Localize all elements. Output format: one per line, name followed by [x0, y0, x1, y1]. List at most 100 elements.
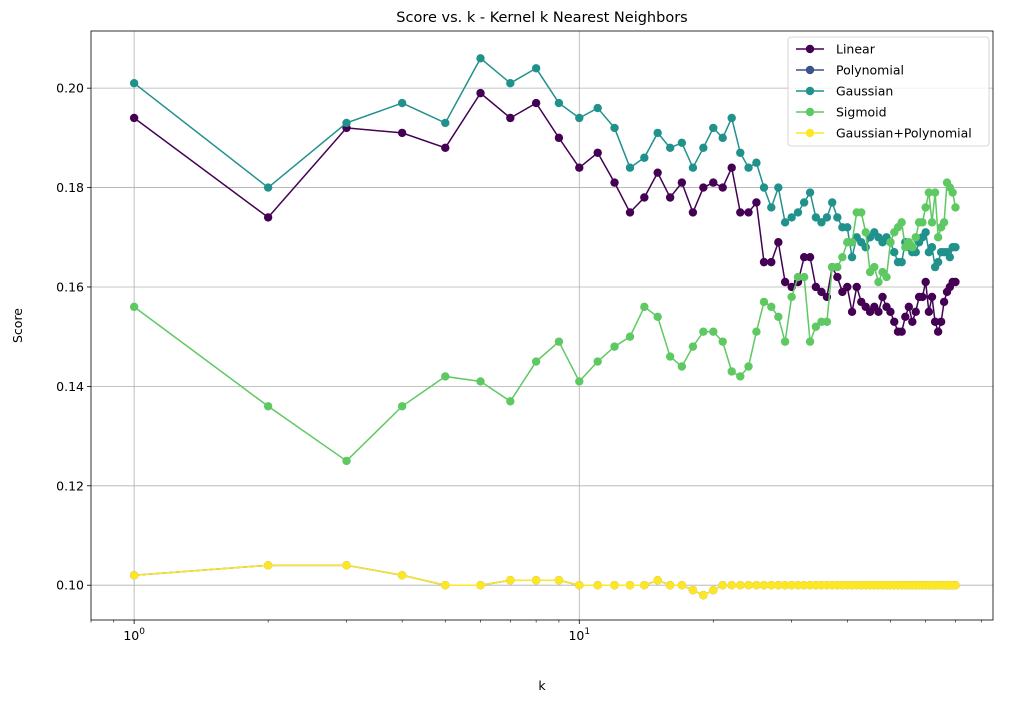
series-linear	[129, 88, 960, 336]
legend-marker	[805, 107, 815, 117]
data-point	[897, 218, 906, 227]
data-point	[852, 282, 861, 292]
series-layer	[129, 54, 960, 600]
data-point	[822, 317, 832, 326]
data-point	[901, 312, 910, 321]
data-point	[610, 123, 619, 133]
y-tick-label: 0.12	[56, 478, 84, 493]
data-point	[874, 277, 883, 287]
data-point	[625, 208, 635, 217]
data-point	[736, 581, 745, 590]
data-point	[847, 252, 857, 262]
data-point	[878, 292, 887, 302]
data-point	[774, 238, 783, 247]
data-point	[759, 581, 769, 590]
y-tick-label: 0.18	[56, 180, 84, 195]
data-point	[699, 183, 708, 192]
data-point	[930, 317, 940, 326]
series-gaussian	[129, 54, 960, 272]
data-point	[593, 103, 602, 113]
series-sigmoid	[129, 178, 960, 466]
data-point	[476, 88, 485, 98]
data-point	[918, 292, 927, 302]
data-point	[951, 277, 960, 287]
data-point	[441, 372, 450, 381]
data-point	[921, 277, 930, 287]
data-point	[897, 327, 906, 336]
data-point	[476, 581, 485, 590]
data-point	[838, 252, 847, 262]
data-point	[833, 262, 842, 272]
data-point	[744, 362, 753, 371]
data-point	[688, 342, 698, 351]
data-point	[688, 208, 698, 217]
data-point	[936, 317, 946, 326]
data-point	[921, 228, 930, 237]
data-point	[554, 337, 564, 346]
data-point	[129, 571, 139, 580]
data-point	[759, 183, 769, 192]
data-point	[847, 238, 857, 247]
data-point	[811, 213, 821, 222]
data-point	[709, 178, 718, 187]
data-point	[904, 302, 914, 312]
data-point	[640, 193, 649, 202]
data-point	[805, 581, 815, 590]
data-point	[780, 218, 790, 227]
legend-item: Polynomial	[796, 63, 904, 78]
data-point	[833, 272, 842, 282]
data-point	[709, 585, 718, 595]
data-point	[805, 188, 815, 197]
x-tick-label: 101	[568, 627, 590, 643]
data-point	[709, 123, 718, 133]
data-point	[918, 218, 927, 227]
data-point	[752, 581, 761, 590]
data-point	[397, 402, 407, 411]
data-point	[951, 203, 960, 212]
legend-marker	[805, 65, 815, 75]
legend-item: Gaussian	[796, 84, 893, 99]
data-point	[665, 352, 675, 361]
data-point	[665, 193, 675, 202]
data-point	[263, 183, 273, 192]
data-point	[799, 198, 809, 207]
data-point	[759, 257, 769, 267]
plot-frame	[90, 30, 994, 621]
data-point	[531, 357, 541, 366]
data-point	[930, 188, 940, 197]
data-point	[531, 64, 541, 73]
data-point	[767, 581, 776, 590]
data-point	[625, 581, 635, 590]
y-tick-label: 0.10	[56, 578, 84, 593]
legend-item: Sigmoid	[796, 105, 887, 120]
data-point	[874, 307, 883, 317]
data-point	[640, 302, 649, 312]
data-point	[554, 576, 564, 585]
data-point	[699, 590, 708, 600]
data-point	[822, 213, 832, 222]
data-point	[924, 307, 934, 317]
data-point	[921, 203, 930, 212]
data-point	[799, 252, 809, 262]
data-point	[861, 243, 870, 252]
data-point	[882, 272, 891, 282]
data-point	[653, 128, 662, 138]
data-point	[342, 118, 351, 128]
data-point	[908, 317, 917, 326]
legend-label: Sigmoid	[836, 105, 887, 120]
data-point	[933, 257, 943, 267]
legend-item: Linear	[796, 42, 876, 57]
data-point	[774, 312, 783, 321]
data-point	[506, 113, 515, 123]
legend-marker	[805, 128, 815, 138]
data-point	[767, 257, 776, 267]
data-point	[744, 208, 753, 217]
data-point	[911, 233, 920, 242]
data-point	[927, 243, 937, 252]
chart-title: Score vs. k - Kernel k Nearest Neighbors	[396, 10, 687, 26]
data-point	[939, 297, 949, 307]
data-point	[677, 581, 687, 590]
data-point	[727, 367, 736, 376]
